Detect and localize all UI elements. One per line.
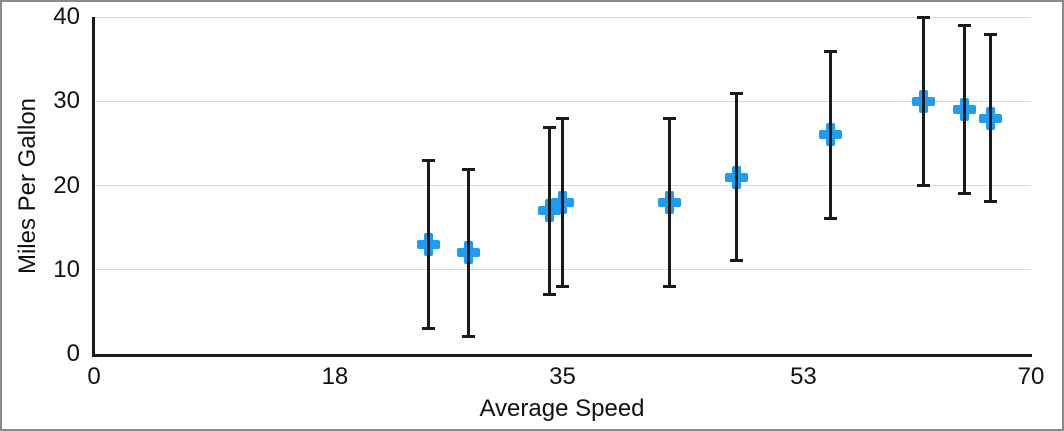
gridline-y-40: [94, 16, 1031, 18]
y-tick-label: 20: [53, 171, 80, 199]
error-bar-line: [828, 50, 832, 220]
error-bar-cap-bottom: [556, 284, 569, 288]
error-bar-line: [735, 92, 738, 262]
x-tick-label: 53: [790, 363, 817, 390]
error-bar-cap-top: [917, 16, 931, 19]
error-bar-line: [962, 25, 966, 194]
error-bar-cap-top: [556, 117, 569, 121]
error-bar-cap-top: [462, 167, 476, 171]
gridline-y-30: [94, 100, 1031, 102]
y-tick-label: 40: [53, 3, 80, 30]
error-bar-line: [561, 118, 564, 287]
x-tick-label: 0: [87, 363, 101, 390]
x-tick-label: 18: [321, 363, 349, 390]
error-bar-cap-top: [422, 159, 436, 163]
error-bar-line: [427, 160, 431, 329]
x-axis-line: [92, 354, 1032, 357]
error-bar-line: [922, 17, 926, 186]
y-tick-label: 10: [53, 255, 80, 283]
error-bar-line: [668, 118, 672, 287]
error-bar-cap-bottom: [984, 200, 998, 204]
error-bar-line: [989, 33, 993, 203]
y-tick-label: 0: [66, 340, 80, 367]
error-bar-line: [467, 168, 471, 338]
error-bar-cap-top: [984, 32, 998, 36]
error-bar-cap-bottom: [730, 259, 743, 263]
error-bar-cap-top: [730, 91, 743, 95]
error-bar-line: [547, 126, 551, 296]
x-tick-label: 35: [549, 363, 576, 390]
error-bar-cap-bottom: [663, 284, 677, 288]
error-bar-cap-top: [663, 117, 677, 121]
error-bar-cap-top: [823, 49, 837, 53]
error-bar-cap-top: [957, 24, 971, 28]
error-bar-cap-bottom: [462, 335, 476, 339]
error-bar-cap-bottom: [957, 191, 971, 195]
error-bar-cap-bottom: [823, 217, 837, 221]
error-bar-cap-bottom: [422, 326, 436, 330]
error-bar-cap-bottom: [542, 293, 556, 297]
x-axis-title: Average Speed: [479, 395, 645, 422]
error-bar-cap-bottom: [917, 183, 931, 187]
x-tick-label: 70: [1017, 363, 1045, 390]
y-tick-label: 30: [53, 87, 80, 115]
error-bar-cap-top: [542, 125, 556, 129]
y-axis-line: [92, 17, 95, 357]
